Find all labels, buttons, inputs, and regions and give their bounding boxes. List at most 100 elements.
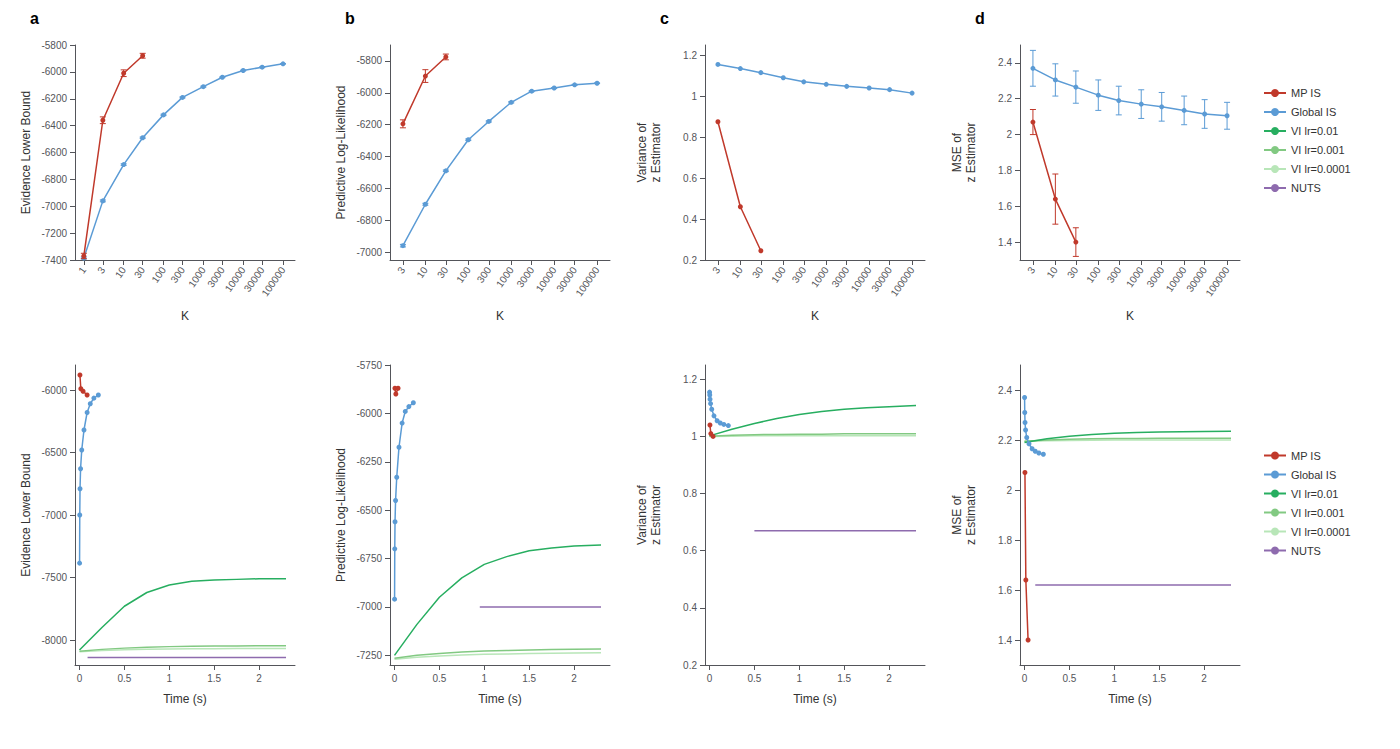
svg-text:1: 1: [691, 91, 697, 102]
svg-text:300: 300: [790, 264, 809, 284]
svg-text:K: K: [811, 309, 819, 323]
svg-text:-6400: -6400: [356, 151, 382, 162]
svg-text:0.6: 0.6: [683, 545, 697, 556]
svg-text:VI lr=0.01: VI lr=0.01: [1291, 488, 1338, 500]
svg-text:3: 3: [95, 264, 107, 275]
svg-text:-7000: -7000: [41, 201, 67, 212]
svg-text:2: 2: [886, 673, 892, 684]
svg-text:-6800: -6800: [356, 215, 382, 226]
svg-text:VI lr=0.001: VI lr=0.001: [1291, 507, 1345, 519]
svg-text:-6400: -6400: [41, 120, 67, 131]
svg-text:3000: 3000: [1144, 264, 1166, 289]
svg-text:z Estimator: z Estimator: [649, 485, 663, 545]
svg-text:-6600: -6600: [356, 183, 382, 194]
svg-text:3: 3: [1025, 264, 1037, 275]
svg-text:MP IS: MP IS: [1291, 450, 1321, 462]
svg-text:Time (s): Time (s): [793, 692, 837, 706]
svg-text:0.2: 0.2: [683, 660, 697, 671]
svg-text:1: 1: [691, 431, 697, 442]
svg-text:MSE of: MSE of: [950, 495, 964, 535]
svg-text:10: 10: [113, 264, 129, 280]
svg-text:1.5: 1.5: [522, 673, 536, 684]
svg-text:0: 0: [707, 673, 713, 684]
svg-text:1.8: 1.8: [998, 535, 1012, 546]
svg-text:0: 0: [392, 673, 398, 684]
svg-text:2: 2: [1006, 129, 1012, 140]
svg-text:-7000: -7000: [41, 510, 67, 521]
svg-text:-8000: -8000: [41, 635, 67, 646]
svg-text:NUTS: NUTS: [1291, 182, 1321, 194]
svg-text:10: 10: [414, 264, 430, 280]
svg-text:0.5: 0.5: [1062, 673, 1076, 684]
svg-text:300: 300: [475, 264, 494, 284]
svg-text:1.2: 1.2: [683, 374, 697, 385]
svg-text:30: 30: [750, 264, 766, 280]
svg-text:0.2: 0.2: [683, 255, 697, 266]
svg-text:Time (s): Time (s): [478, 692, 522, 706]
svg-text:10000: 10000: [1164, 264, 1189, 293]
svg-text:1000: 1000: [186, 264, 208, 289]
svg-text:0.4: 0.4: [683, 214, 697, 225]
svg-text:a: a: [30, 10, 39, 27]
svg-text:0: 0: [1022, 673, 1028, 684]
svg-text:VI lr=0.0001: VI lr=0.0001: [1291, 163, 1351, 175]
svg-text:1.8: 1.8: [998, 165, 1012, 176]
svg-text:Global IS: Global IS: [1291, 469, 1336, 481]
svg-text:-6000: -6000: [41, 66, 67, 77]
svg-text:30: 30: [132, 264, 148, 280]
svg-text:0.4: 0.4: [683, 602, 697, 613]
svg-text:-7000: -7000: [356, 601, 382, 612]
svg-text:-7250: -7250: [356, 650, 382, 661]
svg-text:VI lr=0.001: VI lr=0.001: [1291, 144, 1345, 156]
svg-text:0.5: 0.5: [432, 673, 446, 684]
svg-text:z Estimator: z Estimator: [964, 122, 978, 182]
svg-text:Global IS: Global IS: [1291, 106, 1336, 118]
svg-text:1.4: 1.4: [998, 635, 1012, 646]
svg-text:3000: 3000: [829, 264, 851, 289]
svg-text:1: 1: [167, 673, 173, 684]
svg-text:Evidence Lower Bound: Evidence Lower Bound: [19, 91, 33, 214]
svg-text:2: 2: [1201, 673, 1207, 684]
svg-text:1.5: 1.5: [837, 673, 851, 684]
svg-text:z Estimator: z Estimator: [649, 122, 663, 182]
svg-text:1.5: 1.5: [207, 673, 221, 684]
svg-text:K: K: [181, 309, 189, 323]
svg-text:2: 2: [256, 673, 262, 684]
svg-text:Predictive Log-Likelihood: Predictive Log-Likelihood: [334, 448, 348, 582]
svg-text:0.8: 0.8: [683, 488, 697, 499]
svg-text:0.8: 0.8: [683, 132, 697, 143]
svg-text:300: 300: [168, 264, 187, 284]
svg-text:-5750: -5750: [356, 360, 382, 371]
svg-text:-6000: -6000: [356, 87, 382, 98]
svg-text:1: 1: [76, 264, 88, 275]
svg-text:0.6: 0.6: [683, 173, 697, 184]
svg-text:-6000: -6000: [356, 408, 382, 419]
svg-text:100: 100: [769, 264, 788, 284]
svg-text:Variance of: Variance of: [635, 484, 649, 544]
svg-text:1.6: 1.6: [998, 201, 1012, 212]
svg-text:-6000: -6000: [41, 385, 67, 396]
svg-text:100000: 100000: [1203, 264, 1231, 298]
svg-text:MSE of: MSE of: [950, 132, 964, 172]
svg-text:Predictive Log-Likelihood: Predictive Log-Likelihood: [334, 85, 348, 219]
svg-text:-6500: -6500: [356, 505, 382, 516]
svg-text:10000: 10000: [534, 264, 559, 293]
svg-text:-6200: -6200: [356, 119, 382, 130]
svg-text:MP IS: MP IS: [1291, 87, 1321, 99]
svg-text:3: 3: [395, 264, 407, 275]
svg-text:3000: 3000: [514, 264, 536, 289]
svg-text:1.6: 1.6: [998, 585, 1012, 596]
svg-text:NUTS: NUTS: [1291, 545, 1321, 557]
svg-text:100000: 100000: [573, 264, 601, 298]
svg-text:0.5: 0.5: [117, 673, 131, 684]
svg-text:Time (s): Time (s): [163, 692, 207, 706]
svg-text:100: 100: [149, 264, 168, 284]
svg-text:30: 30: [435, 264, 451, 280]
svg-text:1: 1: [797, 673, 803, 684]
svg-text:1000: 1000: [1124, 264, 1146, 289]
svg-text:-5800: -5800: [41, 40, 67, 51]
svg-text:1.2: 1.2: [683, 50, 697, 61]
svg-text:300: 300: [1105, 264, 1124, 284]
svg-text:1.4: 1.4: [998, 237, 1012, 248]
svg-text:-6500: -6500: [41, 447, 67, 458]
